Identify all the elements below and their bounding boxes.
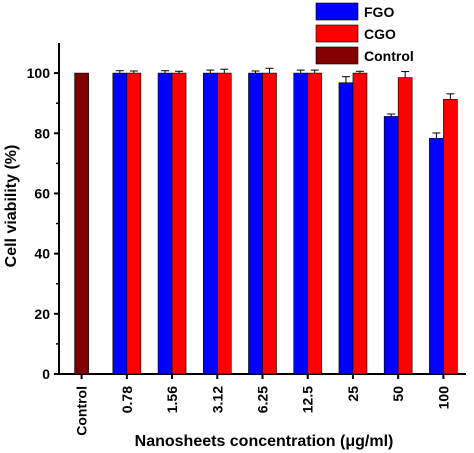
bar-fgo-4 [248, 72, 263, 375]
bar-fgo-2 [157, 72, 173, 375]
legend: FGO CGO Control [315, 2, 414, 65]
x-tick-label: Control [74, 386, 90, 436]
bar-fgo-6 [338, 82, 354, 375]
bar-fgo-5 [293, 72, 309, 375]
y-tick-label: 20 [34, 306, 50, 322]
bar-cgo-7 [397, 77, 413, 375]
bar-cgo-4 [262, 72, 277, 375]
y-tick-labels: 0 20 40 60 80 100 [27, 65, 51, 382]
x-tick-label: 25 [345, 386, 361, 402]
bar-cgo-2 [171, 72, 187, 375]
y-tick-label: 80 [34, 125, 50, 141]
x-tick-label: 3.12 [209, 386, 225, 413]
legend-label-fgo: FGO [364, 4, 394, 20]
legend-swatch-fgo [315, 2, 359, 21]
bar-control-0 [74, 72, 89, 375]
x-tick-label: 6.25 [255, 386, 271, 413]
legend-label-cgo: CGO [364, 26, 396, 42]
x-tick-label: 12.5 [300, 386, 316, 413]
bars [74, 67, 458, 375]
y-tick-label: 60 [34, 185, 50, 201]
bar-cgo-5 [307, 72, 323, 375]
x-tick-label: 0.78 [119, 386, 135, 413]
y-tick-label: 100 [27, 65, 51, 81]
x-tick-label: 50 [390, 386, 406, 402]
bar-cgo-8 [443, 98, 458, 375]
bar-cgo-3 [216, 72, 232, 375]
bar-fgo-8 [429, 138, 444, 375]
x-tick-label: 100 [435, 386, 451, 410]
x-tick-labels: Control 0.78 1.56 3.12 6.25 12.5 25 50 100 [74, 386, 452, 436]
bar-cgo-1 [126, 72, 142, 375]
bar-cgo-6 [352, 72, 368, 375]
x-tick-label: 1.56 [164, 386, 180, 413]
bar-fgo-3 [202, 72, 218, 375]
bar-fgo-7 [383, 116, 399, 375]
bar-fgo-1 [112, 72, 128, 375]
legend-swatch-cgo [315, 24, 359, 43]
x-axis-title: Nanosheets concentration (μg/ml) [135, 433, 394, 450]
legend-swatch-control [315, 46, 359, 65]
y-axis-title: Cell viability (%) [3, 145, 20, 268]
legend-label-control: Control [364, 48, 414, 64]
y-tick-label: 0 [42, 366, 50, 382]
y-tick-label: 40 [34, 246, 50, 262]
